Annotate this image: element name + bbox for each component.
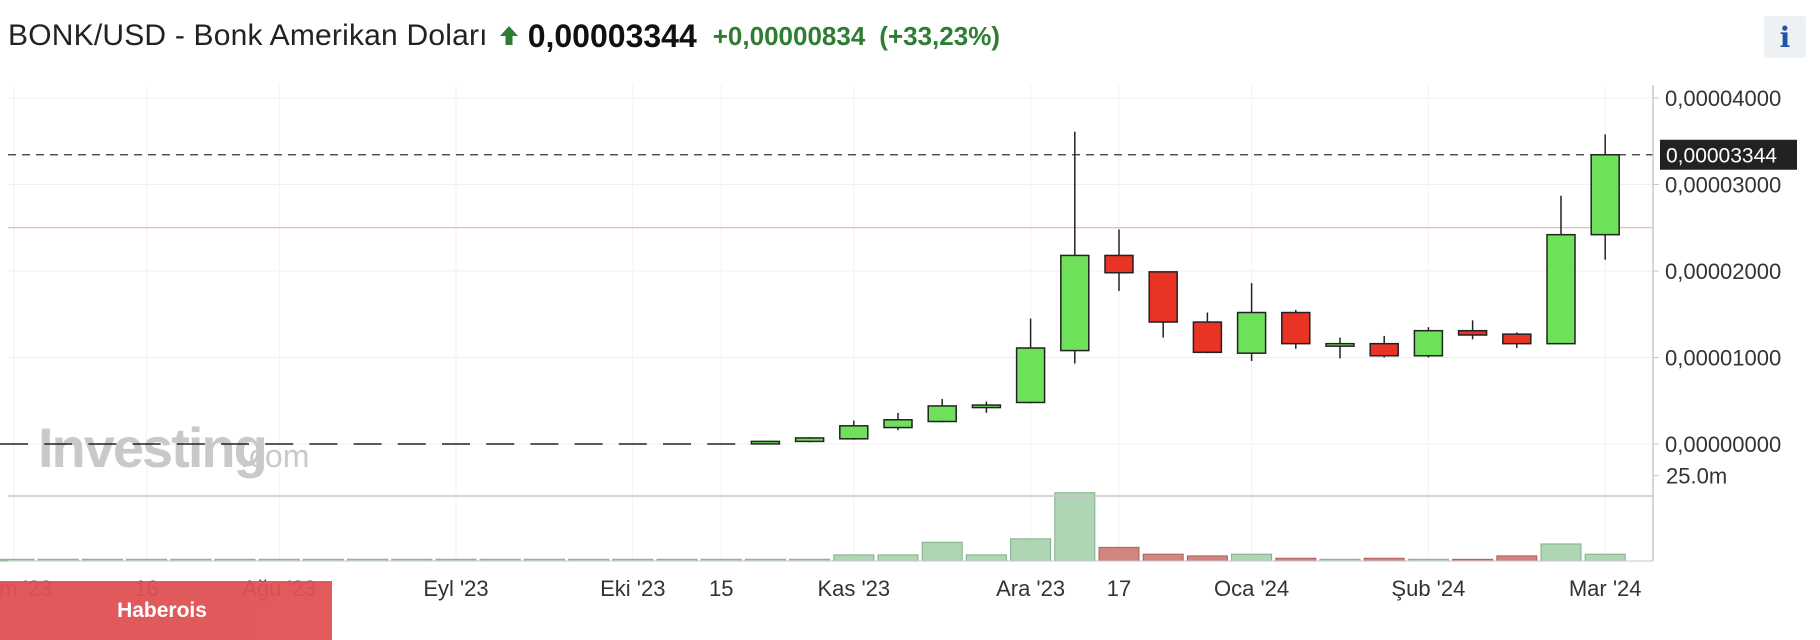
- volume-bar: [921, 541, 963, 562]
- candles: [0, 131, 1620, 445]
- candle-body: [1457, 329, 1488, 336]
- candle-down: [1502, 332, 1532, 348]
- price-change: +0,00000834: [712, 20, 866, 51]
- arrow-up-icon: [499, 26, 518, 45]
- volume-bar: [1231, 553, 1273, 562]
- info-button[interactable]: i: [1764, 16, 1806, 58]
- volume-bar: [1540, 543, 1582, 562]
- candle-body: [839, 425, 869, 440]
- volume-bar: [1098, 546, 1140, 562]
- candle-body: [750, 440, 781, 445]
- time-tick-label: Oca '24: [1214, 576, 1289, 601]
- instrument-title: BONK/USD - Bonk Amerikan Doları: [8, 19, 488, 52]
- time-tick-label: Mar '24: [1569, 576, 1642, 601]
- candle-body: [1590, 153, 1620, 236]
- candle-up: [1236, 283, 1267, 361]
- candle-body: [1015, 347, 1046, 404]
- candle-body: [1546, 233, 1576, 345]
- candle-body: [1236, 311, 1267, 354]
- price-lines: [8, 154, 1653, 229]
- candle-up: [750, 440, 781, 445]
- last-price: 0,00003344: [527, 17, 697, 54]
- price-change-percent: (+33,23%): [879, 20, 1000, 51]
- candle-body: [1325, 342, 1355, 347]
- candle-body: [1281, 311, 1311, 345]
- candle-down: [1104, 229, 1134, 291]
- volume-bar: [1054, 492, 1096, 562]
- volume-tick-label: 25.0m: [1666, 464, 1727, 489]
- volume-bar: [1010, 538, 1052, 562]
- candle-up: [1546, 195, 1576, 345]
- candle-body: [1369, 342, 1399, 357]
- candle-body: [971, 404, 1002, 409]
- time-tick-label: Eyl '23: [423, 576, 488, 601]
- volume-bar: [877, 554, 919, 562]
- candle-body: [1148, 271, 1178, 323]
- candle-body: [1104, 254, 1134, 274]
- time-tick-label: Şub '24: [1391, 576, 1465, 601]
- candle-up: [1413, 327, 1444, 358]
- candle-body: [927, 405, 957, 423]
- watermark-brand: Investing: [38, 416, 266, 479]
- candle-body: [1413, 329, 1444, 357]
- candle-down: [1369, 335, 1399, 358]
- volume-bars: [0, 492, 1626, 562]
- time-tick-label: 15: [709, 576, 733, 601]
- candle-body: [1192, 321, 1223, 354]
- candle-body: [1060, 254, 1090, 352]
- candle-up: [1060, 131, 1090, 364]
- price-tick-label: 0,00001000: [1665, 346, 1781, 371]
- candle-down: [1281, 309, 1311, 349]
- current-price-label: 0,00003344: [1666, 145, 1777, 168]
- candle-up: [1590, 134, 1620, 260]
- candle-up: [839, 420, 869, 440]
- candle-up: [1015, 318, 1046, 404]
- candle-up: [1325, 337, 1355, 359]
- volume-bar: [1496, 555, 1538, 562]
- candle-body: [794, 437, 825, 443]
- candle-down: [1457, 320, 1488, 340]
- banner-label: Haberois: [117, 598, 207, 622]
- time-tick-label: 17: [1107, 576, 1131, 601]
- candle-down: [1148, 271, 1178, 338]
- time-tick-label: Ara '23: [996, 576, 1065, 601]
- candle-up: [794, 437, 825, 443]
- price-tick-label: 0,00002000: [1665, 259, 1781, 284]
- candle-body: [883, 419, 913, 429]
- info-icon: i: [1779, 20, 1791, 54]
- time-tick-label: Kas '23: [817, 576, 890, 601]
- price-tick-label: 0,00004000: [1665, 86, 1781, 111]
- candle-down: [1192, 312, 1223, 354]
- price-tick-label: 0,00003000: [1665, 173, 1781, 198]
- volume-bar: [833, 554, 875, 562]
- chart-header: BONK/USD - Bonk Amerikan Doları 0,000033…: [8, 14, 1000, 58]
- volume-bar: [1584, 553, 1626, 562]
- current-price-badge: [1660, 139, 1797, 170]
- candle-up: [927, 399, 957, 423]
- time-tick-label: Eki '23: [600, 576, 665, 601]
- price-tick-label: 0,00000000: [1665, 432, 1781, 457]
- volume-bar: [1142, 553, 1184, 562]
- candle-up: [971, 401, 1002, 413]
- grid: [8, 85, 1653, 561]
- investing-watermark: Investing .com: [38, 416, 309, 479]
- candle-body: [1502, 333, 1532, 345]
- haberois-banner[interactable]: Haberois: [0, 581, 332, 640]
- volume-bar: [965, 554, 1007, 562]
- candle-up: [883, 412, 913, 431]
- volume-bar: [1186, 555, 1228, 562]
